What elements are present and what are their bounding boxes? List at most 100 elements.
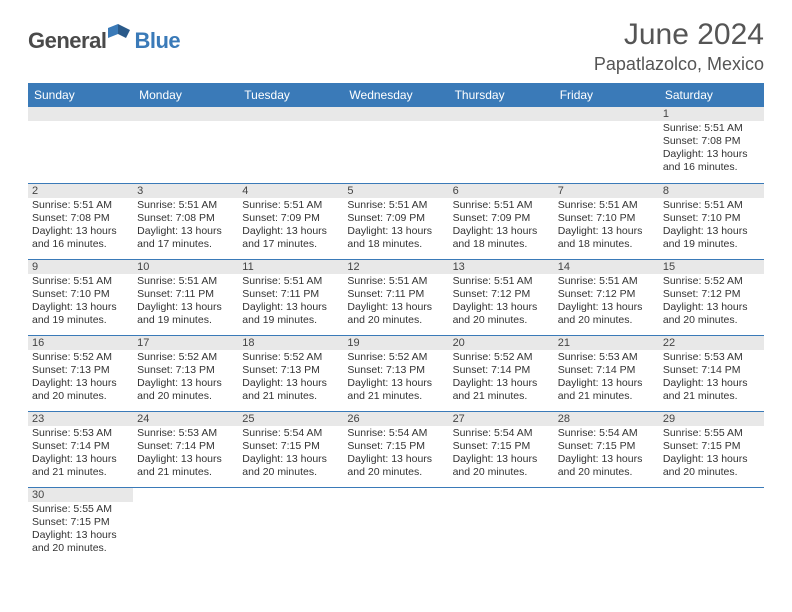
day-number: 7: [554, 184, 659, 198]
sunset-text: Sunset: 7:14 PM: [137, 440, 234, 453]
sunset-text: Sunset: 7:15 PM: [347, 440, 444, 453]
day-info: Sunrise: 5:51 AMSunset: 7:11 PMDaylight:…: [343, 274, 448, 330]
sunrise-text: Sunrise: 5:51 AM: [453, 275, 550, 288]
day-number: 12: [343, 260, 448, 274]
sunrise-text: Sunrise: 5:54 AM: [242, 427, 339, 440]
day-info: Sunrise: 5:51 AMSunset: 7:08 PMDaylight:…: [28, 198, 133, 254]
calendar-day-cell: 17Sunrise: 5:52 AMSunset: 7:13 PMDayligh…: [133, 335, 238, 411]
day-info: Sunrise: 5:51 AMSunset: 7:08 PMDaylight:…: [659, 121, 764, 177]
day-info: Sunrise: 5:51 AMSunset: 7:11 PMDaylight:…: [238, 274, 343, 330]
calendar-day-cell: 12Sunrise: 5:51 AMSunset: 7:11 PMDayligh…: [343, 259, 448, 335]
day-info: Sunrise: 5:52 AMSunset: 7:13 PMDaylight:…: [28, 350, 133, 406]
calendar-day-cell: 14Sunrise: 5:51 AMSunset: 7:12 PMDayligh…: [554, 259, 659, 335]
calendar-day-cell: 27Sunrise: 5:54 AMSunset: 7:15 PMDayligh…: [449, 411, 554, 487]
day-number: 26: [343, 412, 448, 426]
day-number: 10: [133, 260, 238, 274]
daylight-text: Daylight: 13 hours and 20 minutes.: [347, 453, 444, 479]
daylight-text: Daylight: 13 hours and 21 minutes.: [32, 453, 129, 479]
weekday-header-row: Sunday Monday Tuesday Wednesday Thursday…: [28, 83, 764, 107]
day-number: 14: [554, 260, 659, 274]
empty-day: [554, 107, 659, 121]
day-info: Sunrise: 5:52 AMSunset: 7:13 PMDaylight:…: [238, 350, 343, 406]
empty-day: [449, 107, 554, 121]
daylight-text: Daylight: 13 hours and 19 minutes.: [32, 301, 129, 327]
sunset-text: Sunset: 7:13 PM: [32, 364, 129, 377]
daylight-text: Daylight: 13 hours and 21 minutes.: [558, 377, 655, 403]
daylight-text: Daylight: 13 hours and 16 minutes.: [32, 225, 129, 251]
day-info: Sunrise: 5:55 AMSunset: 7:15 PMDaylight:…: [659, 426, 764, 482]
location: Papatlazolco, Mexico: [594, 54, 764, 75]
sunset-text: Sunset: 7:08 PM: [663, 135, 760, 148]
flag-icon: [108, 24, 134, 47]
sunset-text: Sunset: 7:09 PM: [347, 212, 444, 225]
sunrise-text: Sunrise: 5:51 AM: [347, 275, 444, 288]
sunrise-text: Sunrise: 5:51 AM: [32, 199, 129, 212]
daylight-text: Daylight: 13 hours and 20 minutes.: [32, 377, 129, 403]
calendar-day-cell: 20Sunrise: 5:52 AMSunset: 7:14 PMDayligh…: [449, 335, 554, 411]
sunset-text: Sunset: 7:14 PM: [663, 364, 760, 377]
sunrise-text: Sunrise: 5:51 AM: [453, 199, 550, 212]
sunset-text: Sunset: 7:15 PM: [558, 440, 655, 453]
calendar-day-cell: 30Sunrise: 5:55 AMSunset: 7:15 PMDayligh…: [28, 487, 133, 563]
weekday-header: Tuesday: [238, 83, 343, 107]
calendar-table: Sunday Monday Tuesday Wednesday Thursday…: [28, 83, 764, 563]
calendar-day-cell: 9Sunrise: 5:51 AMSunset: 7:10 PMDaylight…: [28, 259, 133, 335]
day-number: 19: [343, 336, 448, 350]
calendar-day-cell: [133, 487, 238, 563]
sunset-text: Sunset: 7:10 PM: [663, 212, 760, 225]
sunrise-text: Sunrise: 5:51 AM: [558, 199, 655, 212]
day-info: Sunrise: 5:52 AMSunset: 7:14 PMDaylight:…: [449, 350, 554, 406]
daylight-text: Daylight: 13 hours and 18 minutes.: [558, 225, 655, 251]
daylight-text: Daylight: 13 hours and 17 minutes.: [242, 225, 339, 251]
sunrise-text: Sunrise: 5:53 AM: [558, 351, 655, 364]
title-block: June 2024 Papatlazolco, Mexico: [594, 18, 764, 75]
day-number: 25: [238, 412, 343, 426]
daylight-text: Daylight: 13 hours and 21 minutes.: [453, 377, 550, 403]
daylight-text: Daylight: 13 hours and 20 minutes.: [347, 301, 444, 327]
daylight-text: Daylight: 13 hours and 21 minutes.: [137, 453, 234, 479]
sunset-text: Sunset: 7:10 PM: [558, 212, 655, 225]
day-info: Sunrise: 5:51 AMSunset: 7:09 PMDaylight:…: [449, 198, 554, 254]
calendar-day-cell: [238, 487, 343, 563]
sunrise-text: Sunrise: 5:52 AM: [663, 275, 760, 288]
day-number: 28: [554, 412, 659, 426]
calendar-day-cell: 16Sunrise: 5:52 AMSunset: 7:13 PMDayligh…: [28, 335, 133, 411]
weekday-header: Friday: [554, 83, 659, 107]
calendar-week-row: 2Sunrise: 5:51 AMSunset: 7:08 PMDaylight…: [28, 183, 764, 259]
sunset-text: Sunset: 7:10 PM: [32, 288, 129, 301]
empty-day: [343, 107, 448, 121]
daylight-text: Daylight: 13 hours and 20 minutes.: [663, 301, 760, 327]
sunset-text: Sunset: 7:11 PM: [242, 288, 339, 301]
sunrise-text: Sunrise: 5:51 AM: [663, 199, 760, 212]
day-number: 1: [659, 107, 764, 121]
day-number: 22: [659, 336, 764, 350]
sunrise-text: Sunrise: 5:51 AM: [663, 122, 760, 135]
day-number: 6: [449, 184, 554, 198]
day-info: Sunrise: 5:52 AMSunset: 7:13 PMDaylight:…: [343, 350, 448, 406]
day-info: Sunrise: 5:51 AMSunset: 7:09 PMDaylight:…: [238, 198, 343, 254]
day-info: Sunrise: 5:53 AMSunset: 7:14 PMDaylight:…: [554, 350, 659, 406]
daylight-text: Daylight: 13 hours and 20 minutes.: [663, 453, 760, 479]
calendar-day-cell: [449, 107, 554, 183]
empty-day: [133, 107, 238, 121]
day-number: 5: [343, 184, 448, 198]
calendar-day-cell: [28, 107, 133, 183]
sunset-text: Sunset: 7:13 PM: [347, 364, 444, 377]
daylight-text: Daylight: 13 hours and 20 minutes.: [32, 529, 129, 555]
header: General Blue June 2024 Papatlazolco, Mex…: [28, 18, 764, 75]
sunrise-text: Sunrise: 5:54 AM: [347, 427, 444, 440]
sunset-text: Sunset: 7:15 PM: [32, 516, 129, 529]
calendar-day-cell: 22Sunrise: 5:53 AMSunset: 7:14 PMDayligh…: [659, 335, 764, 411]
day-info: Sunrise: 5:51 AMSunset: 7:10 PMDaylight:…: [554, 198, 659, 254]
sunrise-text: Sunrise: 5:51 AM: [558, 275, 655, 288]
day-number: 11: [238, 260, 343, 274]
calendar-day-cell: 10Sunrise: 5:51 AMSunset: 7:11 PMDayligh…: [133, 259, 238, 335]
calendar-day-cell: 13Sunrise: 5:51 AMSunset: 7:12 PMDayligh…: [449, 259, 554, 335]
day-info: Sunrise: 5:52 AMSunset: 7:12 PMDaylight:…: [659, 274, 764, 330]
daylight-text: Daylight: 13 hours and 21 minutes.: [663, 377, 760, 403]
daylight-text: Daylight: 13 hours and 20 minutes.: [242, 453, 339, 479]
daylight-text: Daylight: 13 hours and 19 minutes.: [663, 225, 760, 251]
sunrise-text: Sunrise: 5:52 AM: [347, 351, 444, 364]
day-number: 9: [28, 260, 133, 274]
calendar-day-cell: 1Sunrise: 5:51 AMSunset: 7:08 PMDaylight…: [659, 107, 764, 183]
